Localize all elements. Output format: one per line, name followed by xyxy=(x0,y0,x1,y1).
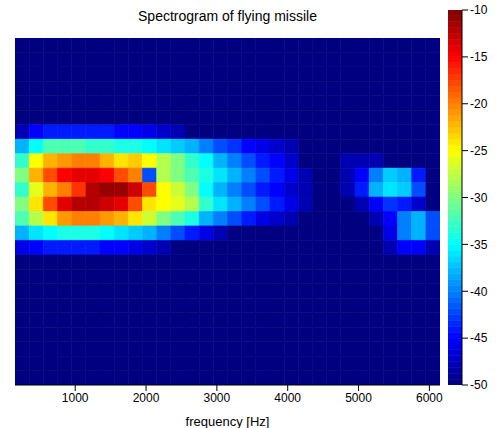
svg-text:-30: -30 xyxy=(470,191,488,205)
svg-text:3000: 3000 xyxy=(204,391,231,405)
svg-text:-50: -50 xyxy=(470,378,488,392)
svg-text:-45: -45 xyxy=(470,331,488,345)
svg-text:-15: -15 xyxy=(470,50,488,64)
svg-text:2000: 2000 xyxy=(133,391,160,405)
svg-text:-35: -35 xyxy=(470,238,488,252)
svg-text:-40: -40 xyxy=(470,285,488,299)
svg-text:5000: 5000 xyxy=(345,391,372,405)
svg-text:1000: 1000 xyxy=(62,391,89,405)
html-text:Spectrogram of flying missile: Spectrogram of flying missile xyxy=(138,8,317,24)
svg-text:-10: -10 xyxy=(470,3,488,17)
svg-text:4000: 4000 xyxy=(274,391,301,405)
svg-text:frequency [Hz]: frequency [Hz] xyxy=(186,414,270,428)
svg-text:6000: 6000 xyxy=(416,391,443,405)
svg-text:-20: -20 xyxy=(470,97,488,111)
svg-text:-25: -25 xyxy=(470,144,488,158)
